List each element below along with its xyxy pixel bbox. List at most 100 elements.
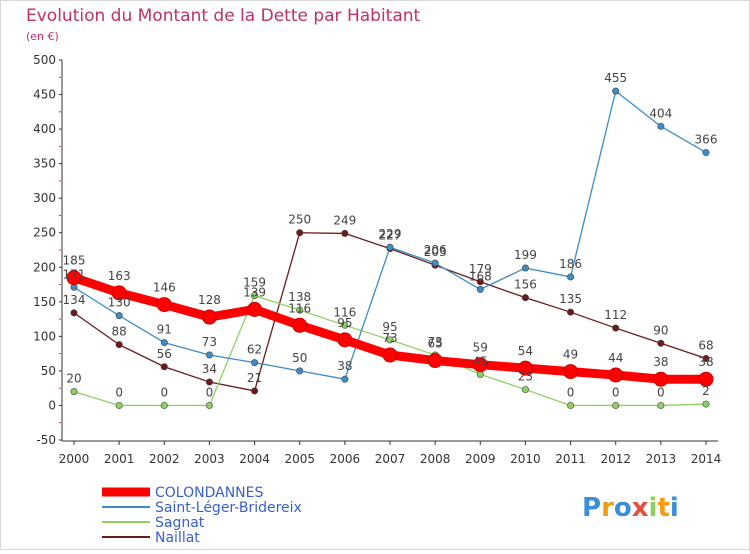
y-tick-label: 500 <box>33 53 56 67</box>
y-tick-label: 0 <box>48 398 56 412</box>
data-point <box>66 270 82 286</box>
x-tick-label: 2010 <box>510 452 541 466</box>
y-tick-label: 250 <box>33 226 56 240</box>
data-point <box>247 301 263 317</box>
data-label: 156 <box>514 278 537 292</box>
data-label: 203 <box>424 245 447 259</box>
legend: COLONDANNESSaint-Léger-BridereixSagnatNa… <box>102 485 302 546</box>
data-label: 199 <box>514 248 537 262</box>
data-label: 0 <box>160 385 168 399</box>
data-point <box>70 388 78 396</box>
data-point <box>341 229 349 237</box>
data-label: 404 <box>649 106 672 120</box>
data-label: 206 <box>424 243 447 257</box>
proxiti-logo: Proxiti <box>582 493 679 523</box>
data-label: 185 <box>63 254 86 268</box>
data-point <box>70 309 78 317</box>
data-point <box>382 347 398 363</box>
x-tick-label: 2001 <box>104 452 135 466</box>
y-tick-label: 350 <box>33 157 56 171</box>
x-tick-label: 2000 <box>59 452 90 466</box>
data-label: 34 <box>202 362 217 376</box>
logo-letter: t <box>657 493 669 523</box>
data-point <box>427 353 443 369</box>
data-point <box>115 341 123 349</box>
data-label: 139 <box>243 285 266 299</box>
x-tick-label: 2011 <box>555 452 586 466</box>
data-label: 229 <box>379 227 402 241</box>
data-label: 0 <box>612 385 620 399</box>
data-point <box>205 378 213 386</box>
legend-label: Naillat <box>155 530 200 546</box>
data-point <box>115 401 123 409</box>
data-point <box>567 308 575 316</box>
data-point <box>111 285 127 301</box>
data-point <box>205 401 213 409</box>
x-tick-label: 2005 <box>284 452 315 466</box>
series-layer <box>66 87 714 409</box>
data-point <box>160 401 168 409</box>
data-label: 134 <box>63 293 86 307</box>
chart-subtitle: (en €) <box>26 30 59 43</box>
data-point <box>341 375 349 383</box>
data-point <box>657 401 665 409</box>
data-point <box>521 386 529 394</box>
data-point <box>115 312 123 320</box>
data-point <box>292 317 308 333</box>
data-point <box>567 273 575 281</box>
data-point <box>657 339 665 347</box>
data-point <box>386 243 394 251</box>
data-label: 159 <box>243 276 266 290</box>
data-label: 21 <box>247 371 262 385</box>
data-label: 116 <box>288 301 311 315</box>
x-tick-label: 2008 <box>420 452 451 466</box>
data-label: 128 <box>198 293 221 307</box>
x-tick-label: 2006 <box>330 452 361 466</box>
y-tick-label: -50 <box>36 433 56 447</box>
data-point <box>160 339 168 347</box>
data-point <box>205 351 213 359</box>
data-point <box>386 336 394 344</box>
data-point <box>702 400 710 408</box>
data-label: 91 <box>157 323 172 337</box>
legend-label: Sagnat <box>155 515 205 531</box>
data-point <box>296 367 304 375</box>
data-label: 179 <box>469 262 492 276</box>
data-label: 0 <box>206 385 214 399</box>
data-point <box>521 264 529 272</box>
y-tick-label: 50 <box>41 364 56 378</box>
data-label: 56 <box>157 347 172 361</box>
data-point <box>156 297 172 313</box>
data-point <box>251 387 259 395</box>
data-point <box>472 357 488 373</box>
data-label: 0 <box>567 385 575 399</box>
data-label: 50 <box>292 351 307 365</box>
data-point <box>251 359 259 367</box>
data-point <box>702 149 710 157</box>
logo-letter: P <box>582 493 601 523</box>
x-tick-label: 2004 <box>239 452 270 466</box>
data-label: 130 <box>108 296 131 310</box>
x-tick-label: 2013 <box>646 452 677 466</box>
data-label: 20 <box>66 372 81 386</box>
data-label: 95 <box>337 316 352 330</box>
data-point <box>201 309 217 325</box>
data-label: 2 <box>702 384 710 398</box>
y-tick-label: 100 <box>33 329 56 343</box>
data-point <box>698 371 714 387</box>
data-label: 49 <box>563 348 578 362</box>
data-point <box>612 87 620 95</box>
legend-label: Saint-Léger-Bridereix <box>155 500 302 516</box>
data-point <box>612 401 620 409</box>
data-point <box>337 332 353 348</box>
chart-title: Evolution du Montant de la Dette par Hab… <box>26 6 421 26</box>
y-tick-label: 150 <box>33 295 56 309</box>
logo-letter: o <box>614 493 632 523</box>
data-point <box>160 363 168 371</box>
y-tick-label: 200 <box>33 260 56 274</box>
data-label: 168 <box>469 269 492 283</box>
